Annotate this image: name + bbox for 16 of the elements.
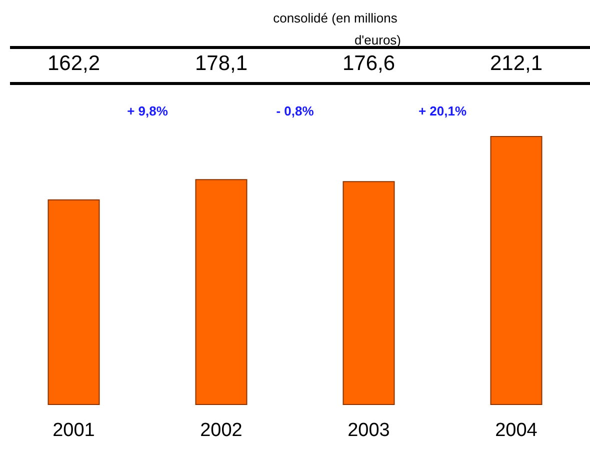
x-tick-label: 2001: [52, 420, 95, 441]
x-tick-label: 2003: [348, 420, 390, 441]
text: - 0,8%: [276, 104, 314, 118]
text: + 20,1%: [418, 104, 467, 118]
data-label: 212,1: [490, 52, 543, 75]
data-label: 178,1: [194, 52, 248, 75]
data-label: 176,6: [342, 52, 396, 75]
x-tick-label: 2002: [200, 420, 242, 441]
chart-title: consolidé (en millions d'euros): [273, 10, 401, 48]
bar: [48, 199, 100, 405]
data-label: 162,2: [47, 52, 100, 75]
bar: [490, 136, 542, 405]
bar: [342, 181, 395, 405]
x-tick-label: 2004: [495, 420, 538, 441]
bar: [195, 179, 248, 405]
text: + 9,8%: [127, 104, 168, 118]
